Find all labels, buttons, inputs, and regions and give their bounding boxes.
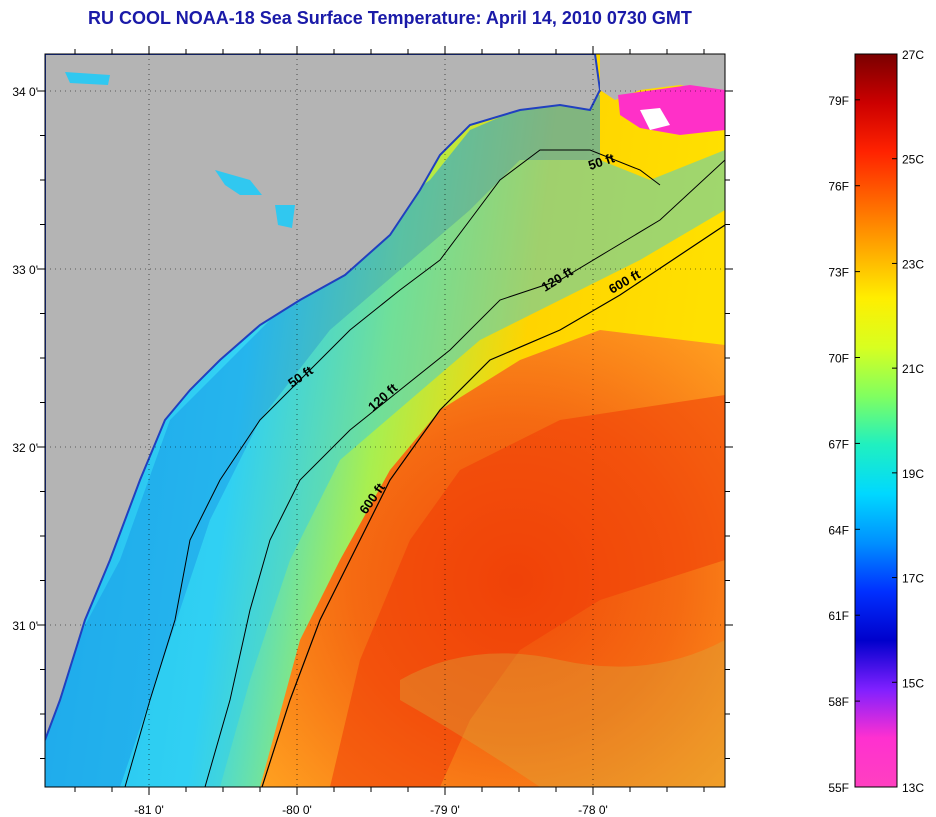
y-tick-label: 34 0' (12, 85, 38, 99)
colorbar-f-label: 79F (828, 94, 849, 108)
x-tick-label: -80 0' (282, 803, 312, 817)
colorbar-c-label: 23C (902, 257, 924, 271)
chart-title: RU COOL NOAA-18 Sea Surface Temperature:… (88, 8, 692, 28)
land-area (45, 54, 602, 741)
colorbar-f-label: 58F (828, 695, 849, 709)
colorbar-f-label: 70F (828, 352, 849, 366)
map-frame (44, 53, 726, 788)
y-tick-label: 33 0' (12, 263, 38, 277)
colorbar-f-label: 64F (828, 523, 849, 537)
cold-patch-white (640, 108, 670, 130)
x-tick-label: -78 0' (578, 803, 608, 817)
colorbar-c-label: 15C (902, 676, 924, 690)
shelf-zone (120, 150, 725, 787)
inland-lake-3 (65, 72, 110, 85)
colorbar-c-label: 27C (902, 48, 924, 62)
x-axis-ticks: -81 0' -80 0' -79 0' -78 0' (74, 46, 705, 817)
colorbar-c-label: 19C (902, 467, 924, 481)
colorbar-f-label: 61F (828, 609, 849, 623)
isobath-50ft (124, 149, 661, 787)
colorbar-f-label: 76F (828, 180, 849, 194)
colorbar-ticks: 79F 76F 73F 70F 67F 64F 61F 58F 55F 27C 25C 23C 21C 1… (828, 48, 924, 795)
colorbar-c-label: 21C (902, 362, 924, 376)
colorbar-f-label: 55F (828, 781, 849, 795)
gulf-stream-core (330, 395, 725, 787)
cool-filaments (400, 640, 725, 787)
isobath-120ft (204, 159, 725, 787)
isobath-600ft (261, 224, 725, 787)
x-tick-label: -79 0' (430, 803, 460, 817)
inland-lake (215, 170, 262, 195)
colorbar-c-label: 17C (902, 572, 924, 586)
graticule (45, 54, 725, 787)
nearshore-band (45, 95, 600, 787)
x-tick-label: -81 0' (134, 803, 164, 817)
y-tick-label: 32 0' (12, 441, 38, 455)
colorbar-ramp (854, 53, 898, 788)
y-tick-label: 31 0' (12, 619, 38, 633)
cold-patch (618, 85, 725, 135)
colorbar-f-label: 73F (828, 266, 849, 280)
land-north (600, 54, 725, 100)
colorbar-c-label: 13C (902, 781, 924, 795)
y-axis-ticks: 34 0' 33 0' 32 0' 31 0' (12, 85, 733, 759)
colorbar-f-label: 67F (828, 437, 849, 451)
inland-lake-2 (275, 205, 295, 228)
colorbar-c-label: 25C (902, 153, 924, 167)
